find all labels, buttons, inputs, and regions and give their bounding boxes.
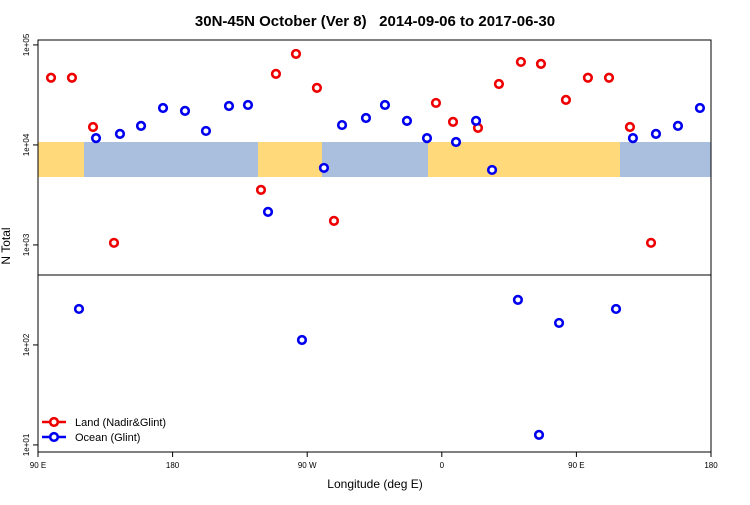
- point: [553, 317, 565, 329]
- point: [262, 206, 274, 217]
- point: [73, 303, 85, 315]
- x-tick-label: 90 E: [30, 461, 46, 470]
- y-tick-label: 1e+04: [22, 133, 31, 156]
- point: [421, 133, 433, 144]
- point: [108, 237, 120, 248]
- point: [470, 115, 482, 126]
- legend-label: Ocean (Glint): [75, 432, 140, 444]
- point: [486, 164, 498, 176]
- x-tick-label: 180: [704, 461, 718, 470]
- y-tick-label: 1e+01: [22, 433, 31, 456]
- point: [223, 100, 235, 112]
- point: [533, 429, 545, 441]
- point: [672, 120, 684, 131]
- point: [311, 82, 323, 93]
- point: [624, 121, 636, 133]
- x-tick-label: 90 W: [298, 461, 317, 470]
- point: [515, 56, 527, 68]
- y-tick-label: 1e+02: [22, 333, 31, 356]
- point: [87, 121, 99, 133]
- point: [242, 99, 254, 111]
- x-tick-label: 0: [440, 461, 445, 470]
- point: [270, 68, 282, 80]
- point: [360, 112, 372, 124]
- x-tick-label: 180: [166, 461, 180, 470]
- y-tick-label: 1e+03: [22, 233, 31, 256]
- point: [290, 48, 302, 60]
- y-axis-label: N Total: [0, 227, 13, 264]
- chart-title: 30N-45N October (Ver 8) 2014-09-06 to 20…: [195, 13, 555, 30]
- legend-marker: [48, 416, 60, 428]
- point: [135, 120, 147, 131]
- point: [582, 72, 594, 83]
- point: [328, 215, 340, 226]
- point: [379, 99, 391, 111]
- point: [512, 294, 524, 306]
- point: [694, 102, 706, 114]
- point: [318, 162, 330, 174]
- point: [336, 119, 348, 131]
- point: [200, 125, 212, 137]
- legend-label: Land (Nadir&Glint): [75, 417, 166, 429]
- plot-frame: [37, 39, 712, 453]
- point: [430, 97, 442, 109]
- point: [296, 334, 308, 346]
- point: [450, 136, 462, 148]
- point: [255, 184, 267, 196]
- map-band: [38, 142, 711, 177]
- x-axis-label: Longitude (deg E): [327, 477, 422, 491]
- point: [627, 133, 639, 144]
- legend-marker: [48, 431, 60, 443]
- point: [603, 72, 615, 83]
- x-tick-label: 90 E: [568, 461, 584, 470]
- point: [645, 237, 657, 248]
- point: [45, 72, 57, 83]
- point: [493, 78, 505, 90]
- point: [157, 102, 169, 114]
- point: [179, 105, 191, 116]
- y-tick-label: 1e+05: [22, 33, 31, 56]
- point: [401, 115, 413, 126]
- point: [610, 303, 622, 315]
- point: [114, 128, 126, 139]
- point: [560, 94, 572, 105]
- point: [535, 58, 547, 69]
- point: [90, 133, 102, 144]
- point: [66, 72, 78, 83]
- point: [447, 116, 459, 127]
- point: [650, 128, 662, 139]
